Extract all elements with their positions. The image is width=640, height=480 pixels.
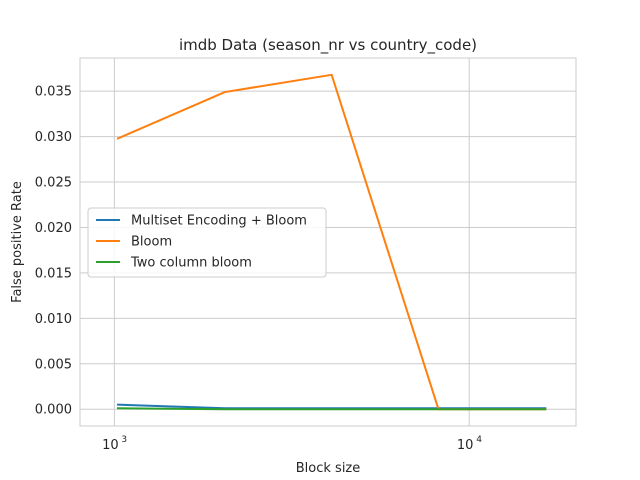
x-axis-label: Block size	[296, 461, 361, 476]
x-tick-label: 10	[457, 438, 474, 453]
tick-labels: 0.000 0.005 0.010 0.015 0.020 0.025 0.030 0.035…	[35, 85, 482, 453]
x-tick-exponent: 3	[121, 435, 127, 445]
legend-label: Two column bloom	[130, 256, 252, 271]
x-tick-exponent: 4	[476, 435, 482, 445]
plot-frame	[79, 57, 577, 427]
x-tick-label: 10	[102, 438, 119, 453]
y-tick-label: 0.000	[35, 403, 72, 418]
y-tick-label: 0.035	[35, 85, 72, 100]
y-axis-label: False positive Rate	[10, 181, 25, 303]
legend-box	[87, 207, 327, 278]
y-tick-label: 0.005	[35, 357, 72, 372]
y-tick-label: 0.015	[35, 266, 72, 281]
y-tick-label: 0.020	[35, 221, 72, 236]
series-lines	[116, 73, 547, 411]
y-tick-label: 0.025	[35, 176, 72, 191]
chart-title: imdb Data (season_nr vs country_code)	[179, 36, 477, 55]
series-line	[117, 407, 547, 411]
legend: Multiset Encoding + Bloom Bloom Two column…	[87, 207, 327, 278]
y-tick-label: 0.030	[35, 130, 72, 145]
legend-label: Bloom	[131, 235, 172, 250]
y-tick-label: 0.010	[35, 312, 72, 327]
grid	[80, 58, 576, 426]
legend-label: Multiset Encoding + Bloom	[131, 214, 307, 229]
